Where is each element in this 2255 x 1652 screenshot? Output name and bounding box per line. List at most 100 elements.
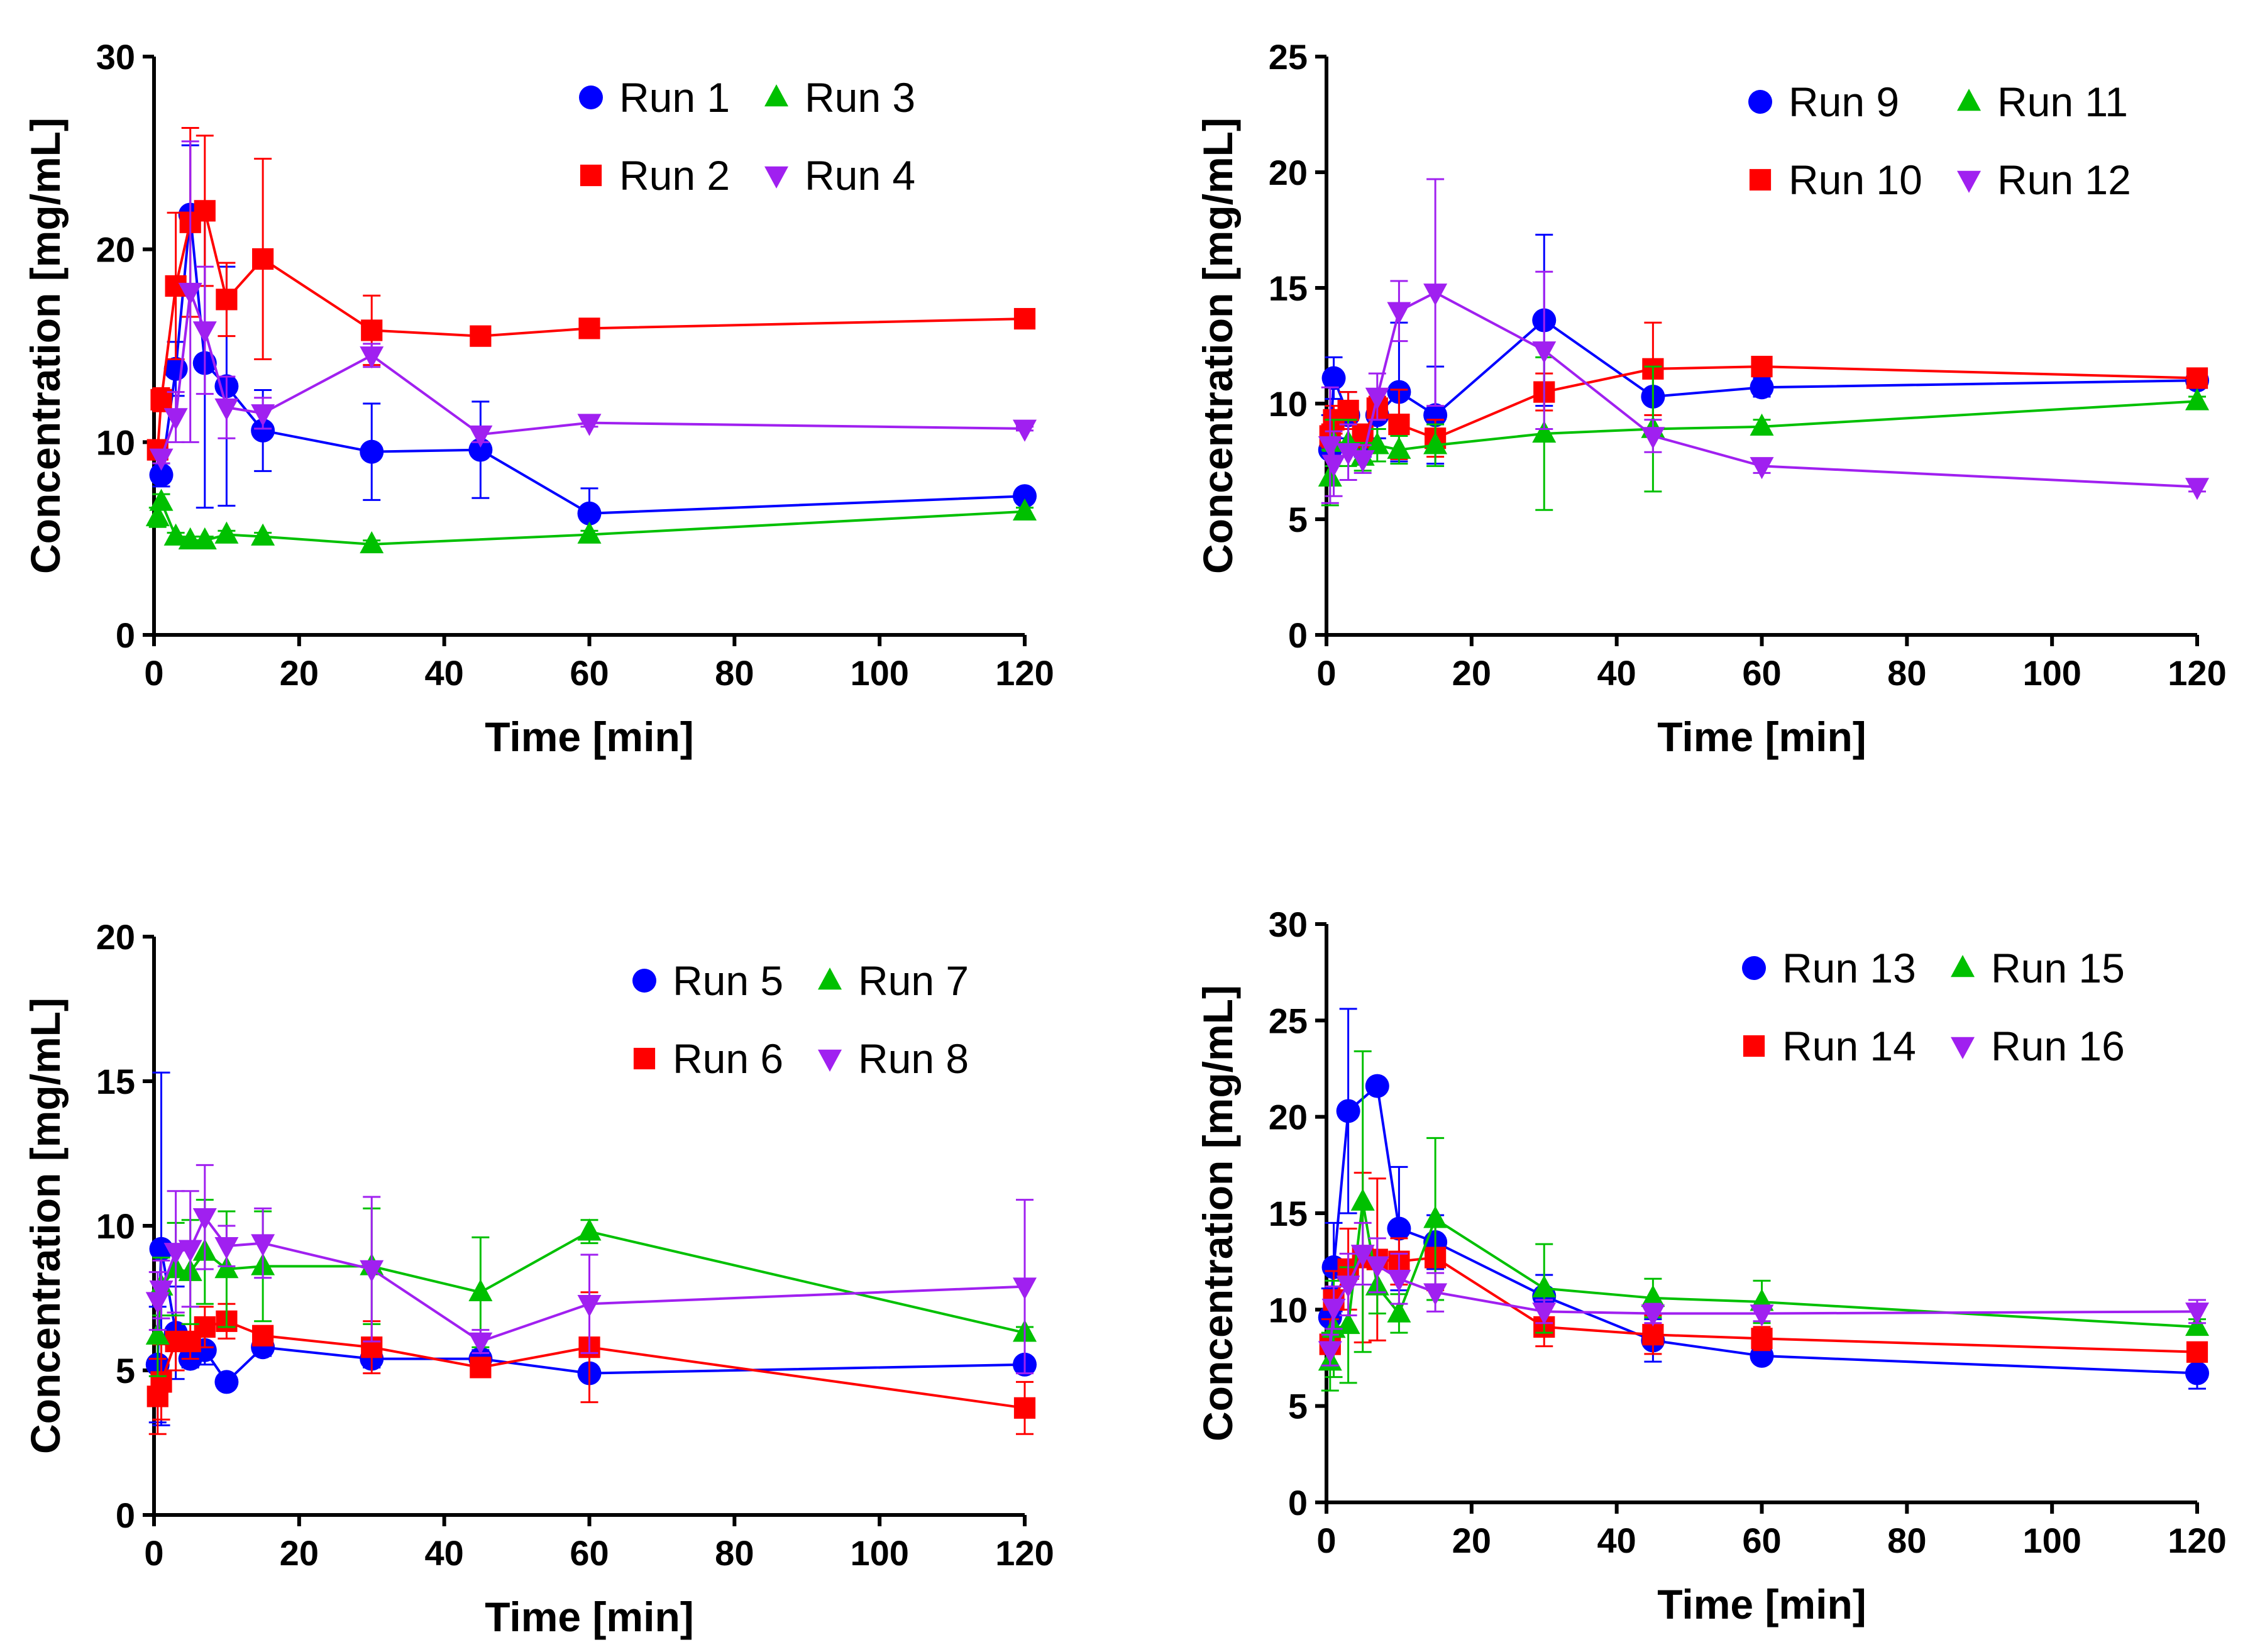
data-point (150, 1371, 172, 1393)
data-point (149, 463, 174, 487)
data-point (192, 527, 217, 549)
panel-b: 0 5 10 15 20 25 0 20 40 60 80 100 120 Time [min] Conce… (1194, 37, 2227, 760)
y-tick-label: 10 (96, 1206, 135, 1246)
x-tick-label: 20 (1452, 653, 1491, 693)
legend-item: Run 9 (1748, 79, 1899, 125)
x-tick-label: 100 (850, 653, 908, 693)
y-axis-title: Concentration [mg/mL] (22, 118, 69, 574)
series-run-8 (145, 1164, 1037, 1375)
data-point (1365, 1074, 1389, 1098)
data-point (194, 200, 216, 222)
data-point (1750, 413, 1774, 436)
legend-marker (1742, 956, 1766, 980)
data-point (468, 425, 493, 448)
legend-label: Run 15 (1991, 945, 2125, 991)
x-tick-label: 100 (2022, 1521, 2081, 1560)
legend: Run 5 Run 6 Run 7 Run 8 (632, 957, 969, 1082)
data-point (163, 523, 188, 546)
data-point (1423, 284, 1448, 306)
y-tick-label: 0 (116, 1495, 135, 1535)
x-axis-title: Time [min] (485, 1594, 693, 1640)
legend-label: Run 3 (805, 74, 915, 121)
legend-label: Run 16 (1991, 1023, 2125, 1069)
y-tick-label: 5 (1288, 1387, 1308, 1426)
data-point (470, 1357, 492, 1379)
legend-marker (1957, 170, 1981, 193)
data-point (1532, 1302, 1557, 1325)
data-point (1641, 1304, 1665, 1327)
legend-marker (632, 969, 656, 993)
data-point (1532, 420, 1557, 443)
legend-marker (1951, 955, 1975, 977)
legend-marker (818, 967, 842, 990)
legend-marker (1743, 1035, 1765, 1057)
x-tick-label: 120 (995, 1533, 1054, 1573)
data-point (1642, 1324, 1664, 1346)
data-point (1423, 432, 1448, 454)
data-point (149, 1280, 174, 1303)
data-point (470, 325, 492, 347)
x-tick-label: 60 (1742, 1521, 1781, 1560)
data-point (577, 521, 602, 544)
legend-marker (1951, 1037, 1975, 1059)
data-point (360, 439, 384, 464)
y-tick-label: 15 (1269, 268, 1308, 308)
data-point (1532, 1275, 1557, 1297)
x-tick-label: 20 (280, 1533, 319, 1573)
data-point (252, 248, 274, 270)
legend-label: Run 2 (619, 152, 730, 199)
data-point (214, 1370, 239, 1394)
y-tick-label: 20 (1269, 153, 1308, 192)
data-point (149, 448, 174, 471)
data-point (577, 1294, 602, 1318)
data-point (1423, 403, 1448, 427)
legend-label: Run 7 (858, 957, 969, 1004)
y-axis-title: Concentration [mg/mL] (1194, 118, 1241, 574)
data-point (1321, 454, 1346, 477)
data-point (1387, 302, 1411, 324)
y-tick-label: 0 (1288, 1483, 1308, 1523)
legend-item: Run 4 (764, 152, 915, 199)
y-tick-label: 30 (1269, 905, 1308, 944)
data-point (178, 282, 202, 306)
legend-label: Run 8 (858, 1035, 969, 1082)
y-tick-label: 5 (1288, 500, 1308, 539)
data-point (149, 488, 174, 511)
x-tick-label: 120 (995, 653, 1054, 693)
y-tick-label: 25 (1269, 37, 1308, 77)
legend-item: Run 2 (580, 152, 730, 199)
data-point (214, 1236, 239, 1260)
y-tick-label: 30 (96, 37, 135, 77)
data-point (251, 1234, 275, 1257)
x-tick-label: 80 (715, 653, 754, 693)
data-point (1423, 1283, 1448, 1306)
x-tick-label: 0 (1316, 653, 1336, 693)
x-tick-label: 20 (1452, 1521, 1491, 1560)
series-run-1 (149, 144, 1037, 540)
x-tick-label: 120 (2168, 653, 2226, 693)
y-tick-label: 5 (116, 1351, 135, 1390)
x-tick-label: 60 (1742, 653, 1781, 693)
data-point (2186, 1341, 2208, 1363)
data-point (145, 504, 170, 527)
x-tick-label: 100 (2022, 653, 2081, 693)
data-point (1750, 1304, 1774, 1327)
y-axis-title: Concentration [mg/mL] (22, 998, 69, 1454)
data-point (163, 1243, 188, 1265)
data-point (192, 1208, 217, 1231)
y-tick-label: 25 (1269, 1001, 1308, 1040)
data-point (360, 531, 384, 554)
x-tick-label: 80 (1887, 1521, 1926, 1560)
x-tick-label: 60 (570, 1533, 609, 1573)
legend-label: Run 4 (805, 152, 915, 199)
data-point (1365, 387, 1389, 410)
y-tick-label: 15 (96, 1062, 135, 1101)
legend-item: Run 14 (1743, 1023, 1916, 1069)
data-point (360, 1260, 384, 1282)
data-point (1365, 1256, 1389, 1279)
data-point (2185, 1302, 2209, 1325)
x-tick-label: 40 (1597, 653, 1636, 693)
legend-label: Run 1 (619, 74, 730, 121)
y-tick-label: 10 (1269, 1290, 1308, 1330)
data-point (2185, 478, 2209, 500)
